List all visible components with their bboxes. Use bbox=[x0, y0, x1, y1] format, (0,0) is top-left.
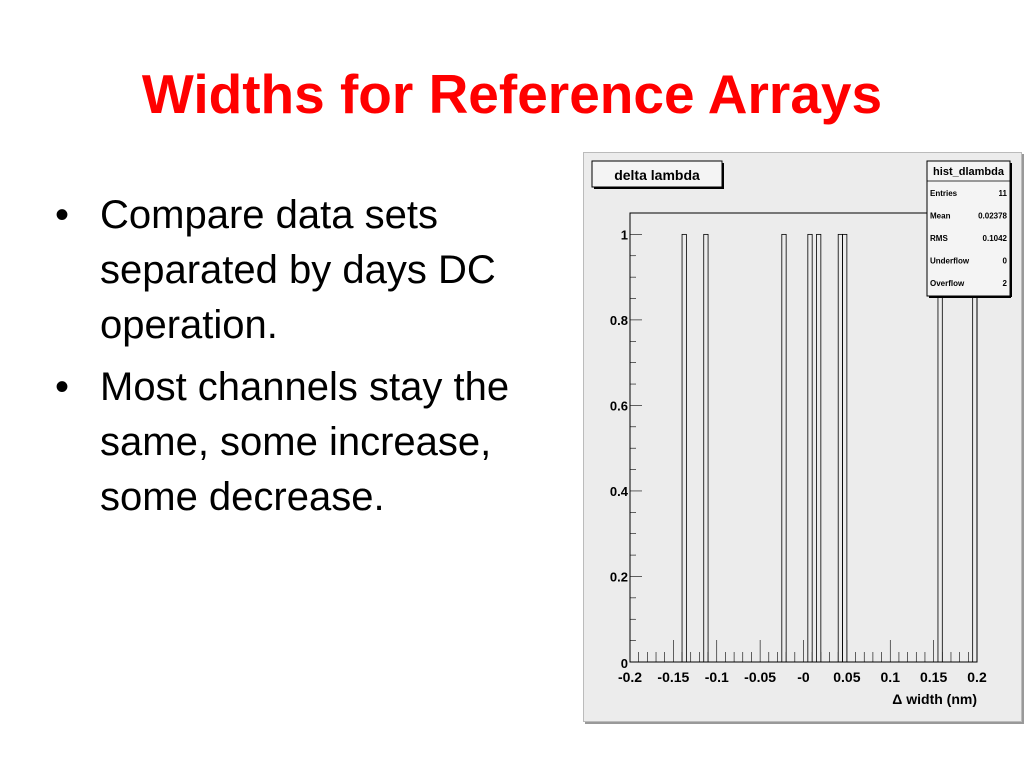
histogram-bar bbox=[816, 233, 822, 663]
stats-label: Overflow bbox=[930, 279, 965, 288]
x-tick-label: -0.1 bbox=[705, 669, 729, 685]
histogram-bar bbox=[937, 233, 943, 663]
x-tick-label: 0.1 bbox=[881, 669, 901, 685]
histogram-bar bbox=[842, 233, 848, 663]
stats-label: Underflow bbox=[930, 257, 970, 266]
bullet-list: • Compare data sets separated by days DC … bbox=[55, 188, 515, 532]
histogram-bar bbox=[972, 233, 978, 663]
histogram-plot: -0.2 -0.15 -0.1 -0.05 -0 0.05 0.1 0.15 0.2 0 0.2 0.… bbox=[591, 160, 1012, 707]
stats-name: hist_dlambda bbox=[933, 166, 1005, 178]
stats-value: 2 bbox=[1003, 279, 1008, 288]
stats-value: 11 bbox=[999, 189, 1008, 198]
stats-value: 0.1042 bbox=[983, 234, 1008, 243]
bullet-item: • Compare data sets separated by days DC … bbox=[55, 188, 515, 353]
histogram-bar bbox=[781, 233, 787, 663]
histogram-bar bbox=[837, 233, 843, 663]
histogram-bar bbox=[703, 233, 709, 663]
bullet-icon: • bbox=[55, 365, 70, 409]
x-tick-label: -0.2 bbox=[618, 669, 642, 685]
bullet-text: Compare data sets separated by days DC o… bbox=[100, 193, 496, 347]
stats-value: 0 bbox=[1003, 257, 1008, 266]
y-tick-label: 0.2 bbox=[610, 569, 628, 584]
x-tick-label: -0.15 bbox=[657, 669, 689, 685]
x-tick-label: -0 bbox=[797, 669, 810, 685]
stats-box bbox=[926, 160, 1011, 297]
y-tick-label: 0.6 bbox=[610, 398, 628, 413]
y-tick-label: 0 bbox=[621, 656, 628, 671]
bullet-icon: • bbox=[55, 193, 70, 237]
chart-title: delta lambda bbox=[614, 167, 700, 183]
x-tick-label: -0.05 bbox=[744, 669, 776, 685]
x-tick-label: 0.2 bbox=[967, 669, 987, 685]
title-box bbox=[591, 160, 723, 188]
stats-label: Entries bbox=[930, 189, 958, 198]
bullet-item: • Most channels stay the same, some incre… bbox=[55, 360, 515, 525]
x-tick-label: 0.05 bbox=[833, 669, 860, 685]
histogram-bar bbox=[807, 233, 813, 663]
slide-title: Widths for Reference Arrays bbox=[141, 63, 883, 125]
y-tick-label: 1 bbox=[621, 227, 628, 242]
stats-value: 0.02378 bbox=[978, 212, 1007, 221]
x-axis-label: Δ width (nm) bbox=[892, 691, 977, 707]
histogram-canvas: -0.2 -0.15 -0.1 -0.05 -0 0.05 0.1 0.15 0.2 0 0.2 0.… bbox=[583, 152, 1022, 722]
y-tick-label: 0.4 bbox=[610, 484, 629, 499]
bullet-text: Most channels stay the same, some increa… bbox=[100, 365, 510, 519]
stats-label: RMS bbox=[930, 234, 948, 243]
y-tick-label: 0.8 bbox=[610, 313, 628, 328]
x-tick-label: 0.15 bbox=[920, 669, 947, 685]
histogram-bar bbox=[681, 233, 687, 663]
stats-label: Mean bbox=[930, 212, 951, 221]
